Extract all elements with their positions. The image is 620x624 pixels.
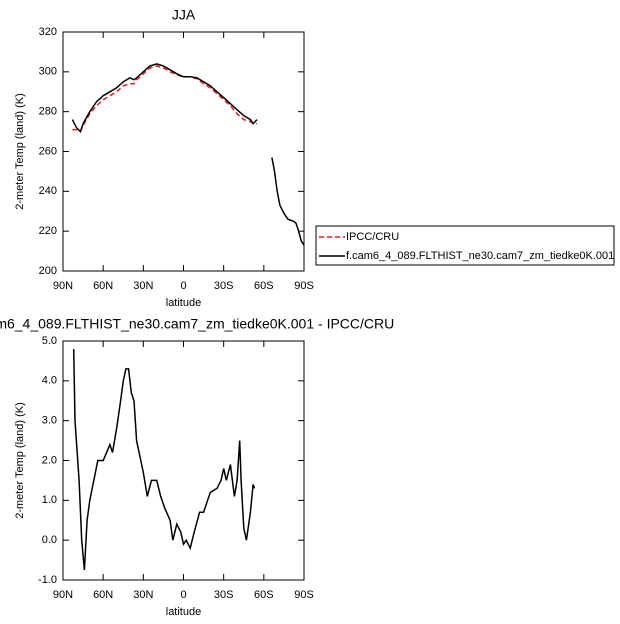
y-tick-label: 280 — [39, 106, 57, 118]
data-line — [72, 65, 258, 133]
plot-frame — [62, 340, 305, 581]
y-tick-label: 3.0 — [42, 415, 57, 427]
x-tick-label: 60S — [254, 280, 274, 292]
x-tick-label: 90N — [53, 280, 73, 292]
chart-title: JJA — [172, 7, 196, 23]
y-tick-label: 240 — [39, 185, 57, 197]
x-tick-label: 30S — [214, 280, 234, 292]
x-tick-label: 30S — [214, 589, 234, 601]
x-tick-label: 90S — [294, 280, 314, 292]
x-tick-label: 60N — [93, 280, 113, 292]
y-tick-label: 320 — [39, 26, 57, 38]
y-tick-label: 0.0 — [42, 534, 57, 546]
x-axis-label: latitude — [166, 297, 201, 309]
y-axis-label: 2-meter Temp (land) (K) — [14, 93, 26, 210]
x-tick-label: 0 — [180, 280, 186, 292]
y-tick-label: 260 — [39, 145, 57, 157]
x-tick-label: 60S — [254, 589, 274, 601]
y-tick-label: 2.0 — [42, 454, 57, 466]
y-tick-label: 220 — [39, 225, 57, 237]
x-tick-label: 90N — [53, 589, 73, 601]
y-tick-label: 200 — [39, 265, 57, 277]
y-tick-label: 4.0 — [42, 375, 57, 387]
data-line — [72, 348, 256, 571]
y-tick-label: 5.0 — [42, 335, 57, 347]
x-tick-label: 30N — [133, 589, 153, 601]
x-axis-label: latitude — [166, 606, 201, 618]
plot-frame — [62, 31, 305, 272]
legend-label: f.cam6_4_089.FLTHIST_ne30.cam7_zm_tiedke… — [346, 250, 614, 262]
y-tick-label: 1.0 — [42, 494, 57, 506]
x-tick-label: 60N — [93, 589, 113, 601]
x-tick-label: 90S — [294, 589, 314, 601]
x-tick-label: 0 — [180, 589, 186, 601]
y-axis-label: 2-meter Temp (land) (K) — [14, 402, 26, 519]
legend-box — [315, 225, 615, 266]
data-line — [71, 63, 305, 246]
y-tick-label: -1.0 — [38, 574, 57, 586]
legend-label: IPCC/CRU — [346, 231, 399, 243]
chart-title: f.cam6_4_089.FLTHIST_ne30.cam7_zm_tiedke… — [0, 316, 394, 332]
y-tick-label: 300 — [39, 66, 57, 78]
x-tick-label: 30N — [133, 280, 153, 292]
